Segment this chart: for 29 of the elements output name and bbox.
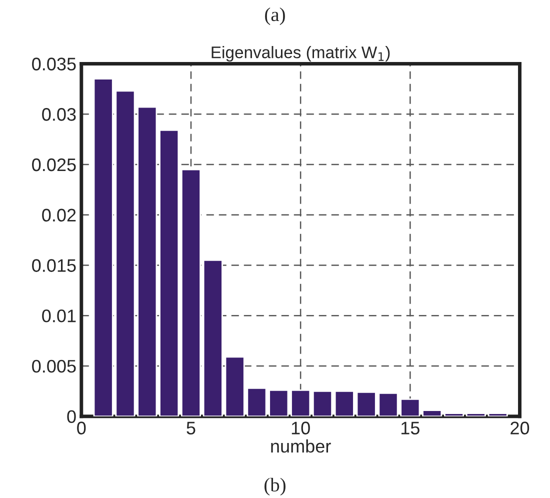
bar xyxy=(159,130,180,416)
bar xyxy=(422,410,442,416)
x-tick-label: 15 xyxy=(402,422,420,434)
y-tick-label: 0.02 xyxy=(42,208,76,222)
y-tick-label: 0.01 xyxy=(42,310,76,322)
text: (b) xyxy=(264,478,286,496)
x-tick-label: 20 xyxy=(510,422,530,434)
bar xyxy=(290,389,311,416)
bar xyxy=(488,412,508,416)
x-tick-label: 10 xyxy=(292,422,310,434)
y-tick-label: 0.035 xyxy=(32,58,76,70)
bar xyxy=(137,106,158,416)
bar xyxy=(202,259,223,416)
x-axis-title: number xyxy=(271,439,331,453)
y-tick-label: 0.015 xyxy=(32,259,76,272)
x-tick-label: 5 xyxy=(186,422,196,434)
bar xyxy=(444,412,464,416)
bar xyxy=(312,390,332,416)
x-tick-label: 0 xyxy=(77,422,86,434)
y-tick-label: 0 xyxy=(67,410,76,424)
y-tick-label: 0.025 xyxy=(32,158,76,172)
text: (a) xyxy=(265,7,285,26)
y-tick-label: 0.005 xyxy=(32,360,76,373)
bar xyxy=(334,390,354,416)
y-tick-label: 0.03 xyxy=(42,108,76,121)
bar xyxy=(180,168,201,416)
bar xyxy=(268,389,289,416)
chart-title: Eigenvalues (matrix W$_{1}$) xyxy=(212,46,390,62)
bar xyxy=(466,412,486,416)
